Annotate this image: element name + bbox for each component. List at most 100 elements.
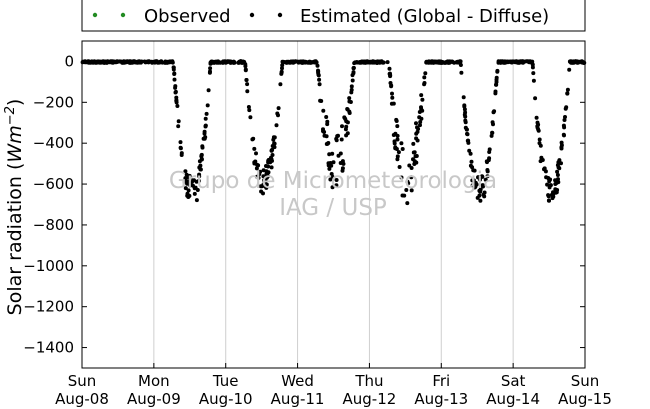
data-point [537, 137, 542, 142]
data-point [487, 147, 492, 152]
data-point [459, 70, 464, 75]
data-point [390, 95, 395, 100]
data-point [363, 60, 368, 65]
data-point [266, 164, 271, 169]
data-point [547, 183, 552, 188]
data-point [399, 175, 404, 180]
data-point [474, 182, 479, 187]
data-point [153, 59, 158, 64]
x-tick-label-day: Mon [138, 372, 170, 390]
data-point [390, 91, 394, 96]
data-point [102, 60, 107, 65]
data-point [241, 59, 245, 64]
data-point [501, 59, 506, 64]
data-point [269, 165, 274, 170]
x-tick-label-date: Aug-14 [486, 390, 540, 408]
data-point [172, 71, 177, 76]
data-point [307, 59, 312, 64]
x-tick-label-date: Aug-11 [271, 390, 325, 408]
data-point [422, 81, 427, 85]
data-point [429, 60, 434, 65]
data-point [387, 71, 392, 76]
data-point [145, 59, 150, 64]
data-point [115, 59, 120, 64]
legend-label-observed: Observed [144, 6, 231, 27]
data-point [183, 177, 188, 182]
data-point [298, 59, 303, 64]
data-point [183, 169, 188, 174]
data-point [412, 150, 417, 155]
plot-frame [81, 40, 586, 369]
data-point [554, 190, 559, 195]
data-point [565, 91, 570, 96]
data-point [245, 89, 250, 94]
data-point [472, 168, 477, 173]
data-point [487, 156, 492, 161]
data-point [186, 188, 191, 193]
data-point [340, 166, 345, 171]
data-point [128, 59, 133, 64]
data-point [538, 159, 543, 164]
data-point [178, 140, 183, 145]
data-point [339, 137, 344, 142]
data-point [531, 71, 536, 76]
data-point [208, 60, 213, 65]
data-point [318, 98, 323, 103]
data-points [80, 59, 587, 206]
data-point [347, 111, 352, 115]
data-point [399, 141, 404, 146]
y-tick-label: −800 [33, 216, 74, 234]
data-point [176, 119, 181, 124]
data-point [402, 193, 407, 198]
data-point [324, 115, 329, 119]
y-axis-label: Solar radiation (Wm−2) [3, 99, 27, 316]
data-point [252, 160, 257, 165]
data-point [137, 59, 142, 64]
data-point [280, 63, 285, 68]
data-point [396, 150, 401, 155]
data-point [482, 194, 487, 199]
data-point [470, 165, 475, 170]
data-point [420, 108, 425, 113]
data-point [469, 159, 474, 164]
data-point [411, 141, 416, 146]
data-point [351, 66, 356, 71]
data-point [276, 106, 281, 111]
data-point [176, 124, 181, 129]
x-tick-label-date: Aug-10 [199, 390, 253, 408]
data-point [348, 100, 353, 104]
data-point [569, 59, 574, 64]
x-tick-label-day: Sat [501, 372, 526, 390]
data-point [414, 131, 419, 136]
data-point [122, 60, 127, 64]
data-point [335, 134, 340, 139]
data-point [405, 179, 410, 184]
data-point [243, 64, 248, 69]
data-point [179, 153, 184, 157]
data-point [555, 178, 560, 183]
data-point [278, 82, 283, 87]
data-point [172, 77, 177, 82]
data-point [327, 152, 332, 157]
data-point [389, 101, 394, 106]
data-point [205, 103, 210, 108]
data-point [480, 183, 485, 188]
data-point [537, 141, 542, 146]
legend-label-estimated: Estimated (Global - Diffuse) [300, 6, 549, 27]
data-point [413, 154, 418, 159]
data-point [409, 188, 414, 193]
data-point [343, 127, 348, 132]
data-point [347, 96, 352, 101]
data-point [197, 159, 202, 164]
data-point [345, 131, 350, 136]
data-point [490, 120, 495, 125]
x-tick-label-day: Thu [354, 372, 383, 390]
data-point [575, 59, 580, 64]
y-tick-label: −1400 [23, 339, 74, 357]
data-point [491, 110, 496, 115]
x-tick-label-day: Sun [68, 372, 97, 390]
data-point [418, 120, 423, 124]
data-point [340, 159, 345, 164]
data-point [559, 161, 563, 166]
